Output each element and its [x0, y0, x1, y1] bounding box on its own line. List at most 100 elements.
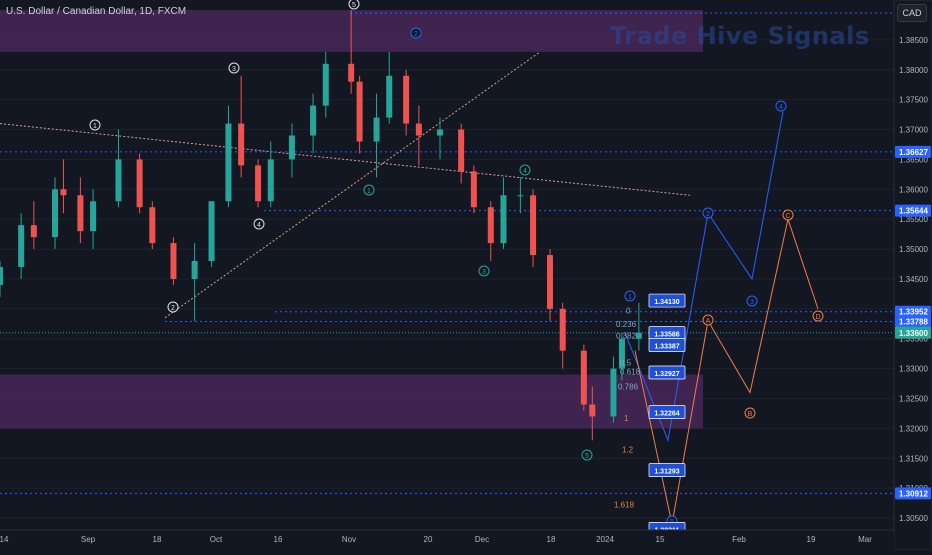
candle-body: [136, 159, 143, 208]
candle-body: [170, 243, 177, 279]
candle: [470, 165, 477, 214]
price-tick-label: 1.37000: [899, 126, 928, 135]
candle-body: [238, 123, 245, 166]
time-tick-label: 14: [0, 535, 9, 544]
candle: [580, 344, 587, 411]
time-tick-label: Oct: [210, 535, 223, 544]
price-tick-label: 1.33000: [899, 365, 928, 374]
candle: [90, 189, 97, 250]
wave-label-circle: [812, 310, 824, 322]
wave-label: 4: [253, 218, 265, 230]
candle-body: [530, 195, 537, 256]
time-tick-label: Dec: [475, 535, 489, 544]
candle-body: [52, 189, 58, 238]
candle-body: [356, 81, 363, 142]
candle-body: [386, 75, 393, 118]
wave-label-circle: [624, 290, 636, 302]
price-tick-label: 1.35500: [899, 215, 928, 224]
price-tick-label: 1.34500: [899, 275, 928, 284]
candle-body: [348, 63, 355, 82]
wave-label-circle: [228, 62, 240, 74]
wave-label-circle: [775, 100, 787, 112]
wave-label-text: A: [706, 318, 711, 325]
candle: [0, 261, 3, 297]
wave-label-text: 1: [367, 188, 371, 195]
candle-body: [18, 225, 25, 268]
wave-label: B: [744, 407, 756, 419]
candle: [60, 159, 67, 214]
price-highlight-label: 1.33600: [895, 326, 931, 339]
target-box-text: 1.32264: [654, 411, 679, 418]
candle: [500, 177, 507, 250]
fib-labels: 0 0.236 0.382 0.50.618 0.786 1 1.2 1.618: [614, 307, 641, 510]
wave-label: C: [782, 209, 794, 221]
candle-body: [618, 338, 625, 369]
price-axis-bg: [893, 0, 932, 551]
target-box-bg: [648, 405, 686, 419]
candle: [18, 213, 25, 279]
candle: [618, 332, 625, 381]
target-price-box: 1.33387: [648, 338, 686, 352]
candle-body: [403, 75, 410, 124]
wave-label-circle: [702, 314, 714, 326]
candle: [415, 105, 422, 166]
candle-body: [470, 171, 477, 208]
wave-label-text: 1: [93, 123, 97, 130]
watermark-text: Trade Hive Signals: [610, 22, 870, 50]
price-highlight-text: 1.30912: [899, 489, 928, 498]
price-highlight-label: 1.33952: [895, 305, 931, 318]
candle-body: [225, 123, 232, 202]
wave-label-text: 4: [779, 104, 783, 111]
candle: [348, 10, 355, 94]
time-tick-label: 20: [424, 535, 433, 544]
wave-label-text: 4: [523, 168, 527, 175]
wave-label: 3: [478, 265, 490, 277]
price-highlight-bg: [895, 305, 931, 318]
target-price-box: 1.32264: [648, 405, 686, 419]
wave-label-circle: [253, 218, 265, 230]
candle: [225, 105, 232, 208]
wave-label-text: 3: [232, 66, 236, 73]
fib-label: 0.786: [618, 383, 639, 392]
time-tick-label: 15: [656, 535, 665, 544]
candle: [403, 69, 410, 136]
price-highlight-text: 1.33788: [899, 318, 928, 327]
candle-body: [60, 189, 67, 196]
target-price-box: 1.34130: [648, 293, 686, 308]
candle: [437, 117, 443, 160]
time-tick-label: 18: [153, 535, 162, 544]
price-highlight-label: 1.30912: [895, 487, 931, 500]
price-tick-label: 1.36000: [899, 185, 928, 194]
wave-label: D: [812, 310, 824, 322]
currency-button[interactable]: CAD: [897, 4, 927, 22]
target-box-text: 1.34130: [654, 299, 679, 306]
fib-label: 1: [624, 414, 629, 423]
wave-label: 1: [363, 184, 375, 196]
target-box-text: 1.31293: [654, 469, 679, 476]
time-tick-label: 2024: [596, 535, 614, 544]
candle-body: [310, 105, 317, 136]
target-price-box: 1.31293: [648, 463, 686, 477]
wave-label: 1: [624, 290, 636, 302]
candle-body: [267, 159, 274, 202]
fib-label: 1.618: [614, 500, 635, 509]
wave-label-circle: [348, 0, 360, 10]
candle: [589, 386, 596, 441]
candle: [487, 201, 494, 262]
candle-body: [77, 195, 84, 232]
time-tick-label: Sep: [81, 535, 96, 544]
wave-label-circle: [702, 207, 714, 219]
price-highlight-text: 1.36627: [899, 148, 928, 157]
candle-body: [458, 129, 465, 172]
candle-body: [255, 165, 262, 202]
candle-body: [437, 129, 443, 136]
candle-body: [288, 135, 295, 160]
candle: [170, 237, 177, 285]
candle-body: [90, 201, 97, 232]
price-tick-label: 1.35000: [899, 245, 928, 254]
target-box-bg: [648, 365, 686, 380]
candle-body: [415, 123, 422, 136]
price-tick-label: 1.33500: [899, 335, 928, 344]
